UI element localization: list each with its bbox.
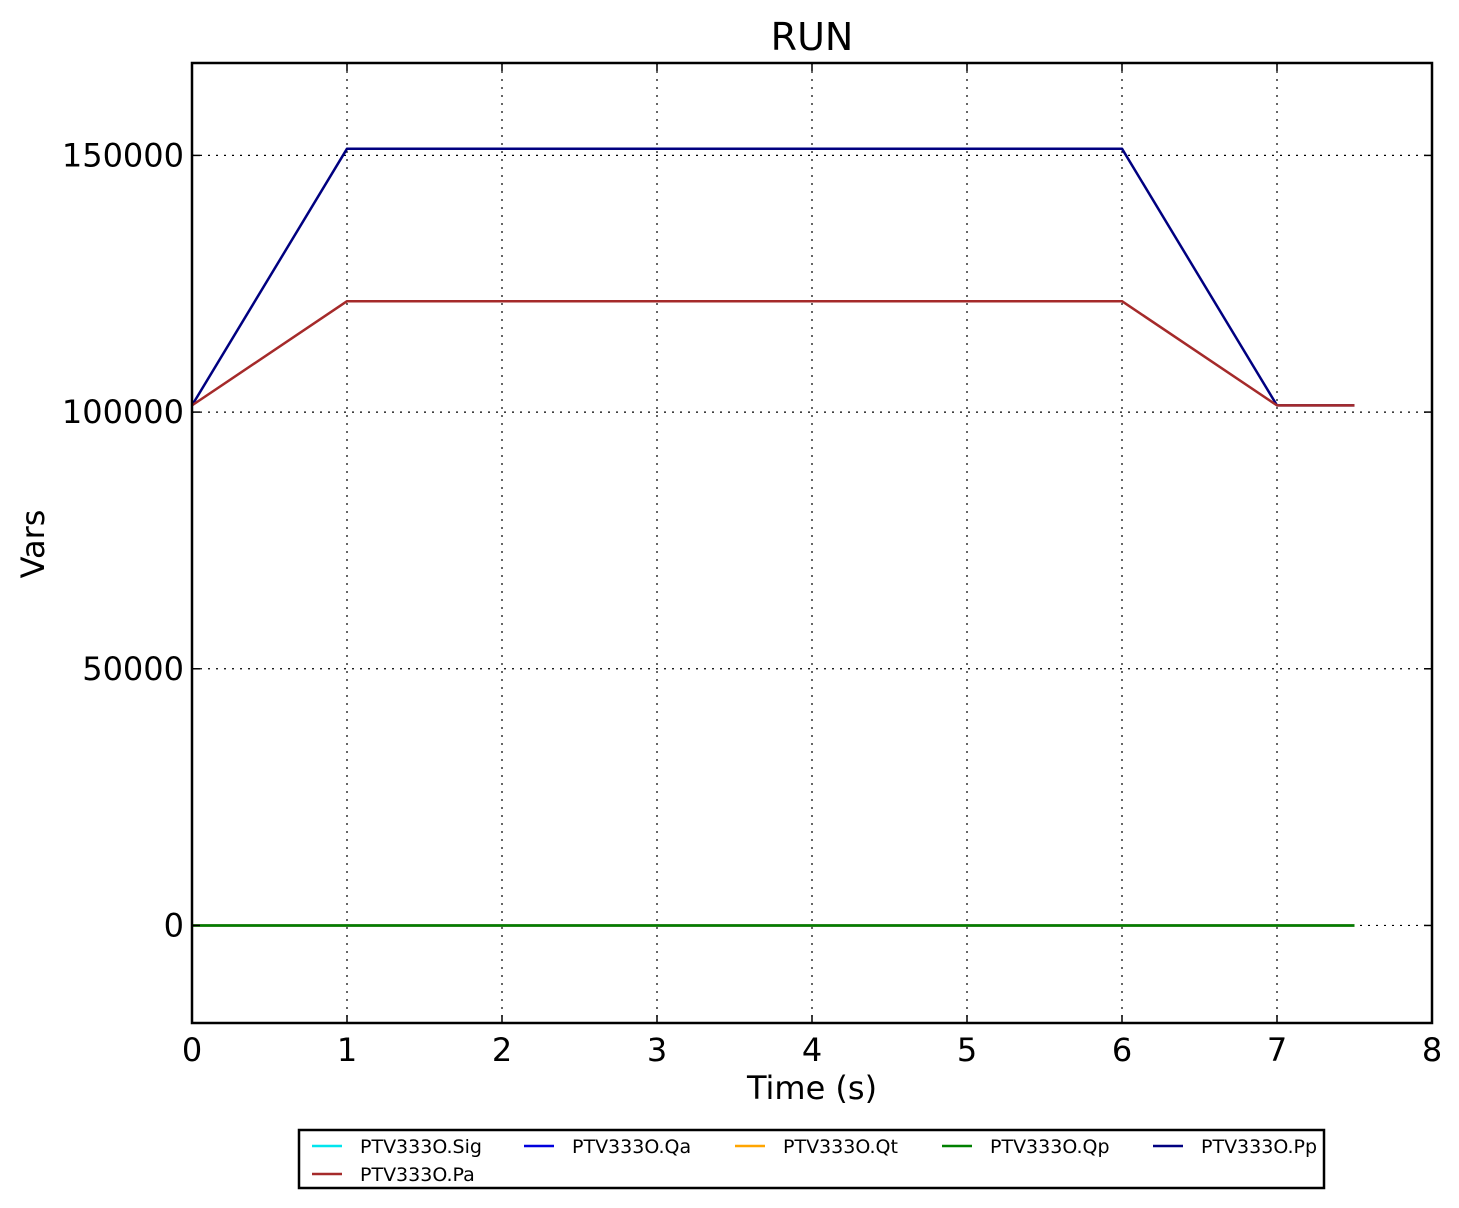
- y-tick-label: 0: [164, 906, 184, 944]
- x-tick-label: 7: [1267, 1031, 1287, 1069]
- legend-box: [297, 1128, 1326, 1190]
- series-line-ptv333o-pa: [191, 299, 1355, 407]
- x-tick-label: 5: [957, 1031, 977, 1069]
- legend-label-ptv333o-qp: PTV333O.Qp: [990, 1136, 1110, 1158]
- legend-label-ptv333o-pa: PTV333O.Pa: [360, 1164, 475, 1186]
- legend-label-ptv333o-qt: PTV333O.Qt: [783, 1136, 898, 1158]
- axis-ticks: [191, 63, 1433, 1023]
- x-tick-label: 3: [647, 1031, 667, 1069]
- y-tick-label: 150000: [62, 136, 184, 174]
- x-tick-labels: 0 1 2 3 4 5 6 7 8: [182, 1031, 1442, 1069]
- legend-label-ptv333o-qa: PTV333O.Qa: [572, 1136, 691, 1158]
- y-tick-label: 100000: [62, 393, 184, 431]
- x-tick-label: 6: [1112, 1031, 1132, 1069]
- x-tick-label: 8: [1422, 1031, 1442, 1069]
- legend-label-ptv333o-pp: PTV333O.Pp: [1201, 1136, 1317, 1158]
- x-tick-label: 1: [337, 1031, 357, 1069]
- x-tick-label: 0: [182, 1031, 202, 1069]
- x-axis-label: Time (s): [746, 1069, 877, 1107]
- x-tick-label: 4: [802, 1031, 822, 1069]
- legend: PTV333O.Sig PTV333O.Qa PTV333O.Qt PTV333O.Q…: [297, 1128, 1326, 1190]
- grid-lines: [192, 63, 1432, 1023]
- y-tick-label: 50000: [82, 650, 184, 688]
- chart-title: RUN: [771, 15, 854, 59]
- y-tick-labels: 0 50000 100000 150000: [62, 136, 184, 944]
- legend-label-ptv333o-sig: PTV333O.Sig: [360, 1136, 482, 1158]
- y-axis-label: Vars: [14, 510, 52, 579]
- x-tick-label: 2: [492, 1031, 512, 1069]
- series-lines: [190, 147, 1355, 927]
